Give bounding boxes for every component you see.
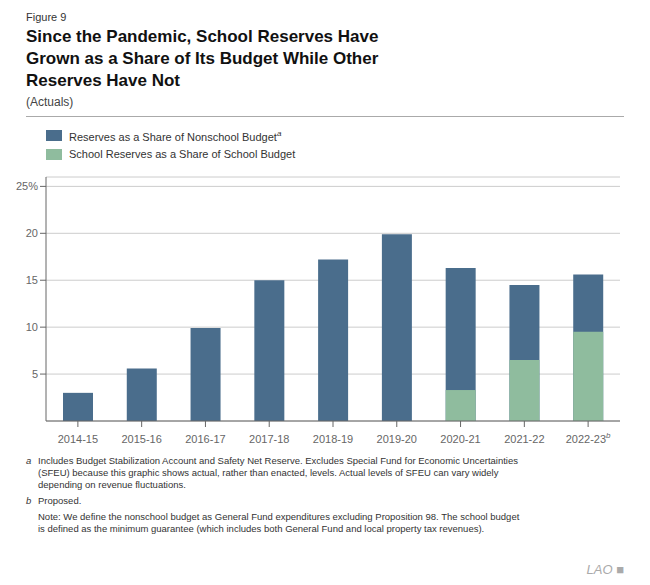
html-text:b: b: [26, 494, 32, 506]
svg-text:2019-20: 2019-20: [377, 433, 417, 445]
svg-text:2017-18: 2017-18: [249, 433, 289, 445]
html-text:a: a: [26, 454, 32, 466]
svg-text:2018-19: 2018-19: [313, 433, 353, 445]
svg-text:10: 10: [26, 321, 38, 333]
html-text:LAO ■: LAO ■: [586, 562, 624, 577]
html-text:School Reserves as a Share of: School Reserves as a Share of School Bud…: [69, 147, 296, 160]
svg-text:25%: 25%: [16, 180, 38, 192]
svg-text:15: 15: [26, 274, 38, 286]
svg-text:2020-21: 2020-21: [440, 433, 480, 445]
html-text:Since the Pandemic, School Res: Since the Pandemic, School Reserves Have: [26, 27, 379, 46]
svg-text:20: 20: [26, 227, 38, 239]
svg-text:2016-17: 2016-17: [185, 433, 225, 445]
html-text:Note: We define the nonschool: Note: We define the nonschool budget as …: [38, 510, 520, 534]
svg-text:2014-15: 2014-15: [58, 433, 98, 445]
svg-text:5: 5: [32, 368, 38, 380]
svg-text:2015-16: 2015-16: [121, 433, 161, 445]
html-text:Includes Budget Stabilization: Includes Budget Stabilization Account an…: [38, 454, 518, 490]
svg-text:2021-22: 2021-22: [504, 433, 544, 445]
html-text:Reserves Have Not: Reserves Have Not: [26, 71, 180, 90]
html-text:Proposed.: Proposed.: [38, 494, 82, 506]
html-text:(Actuals): (Actuals): [26, 95, 74, 109]
html-text:Reserves as a Share of Nonscho: Reserves as a Share of Nonschool Budgeta: [69, 129, 282, 143]
html-text:Grown as a Share of Its Budget: Grown as a Share of Its Budget While Oth…: [26, 49, 379, 68]
html-text:Figure 9: Figure 9: [26, 11, 67, 23]
svg-text:2022-23b: 2022-23b: [566, 431, 611, 445]
